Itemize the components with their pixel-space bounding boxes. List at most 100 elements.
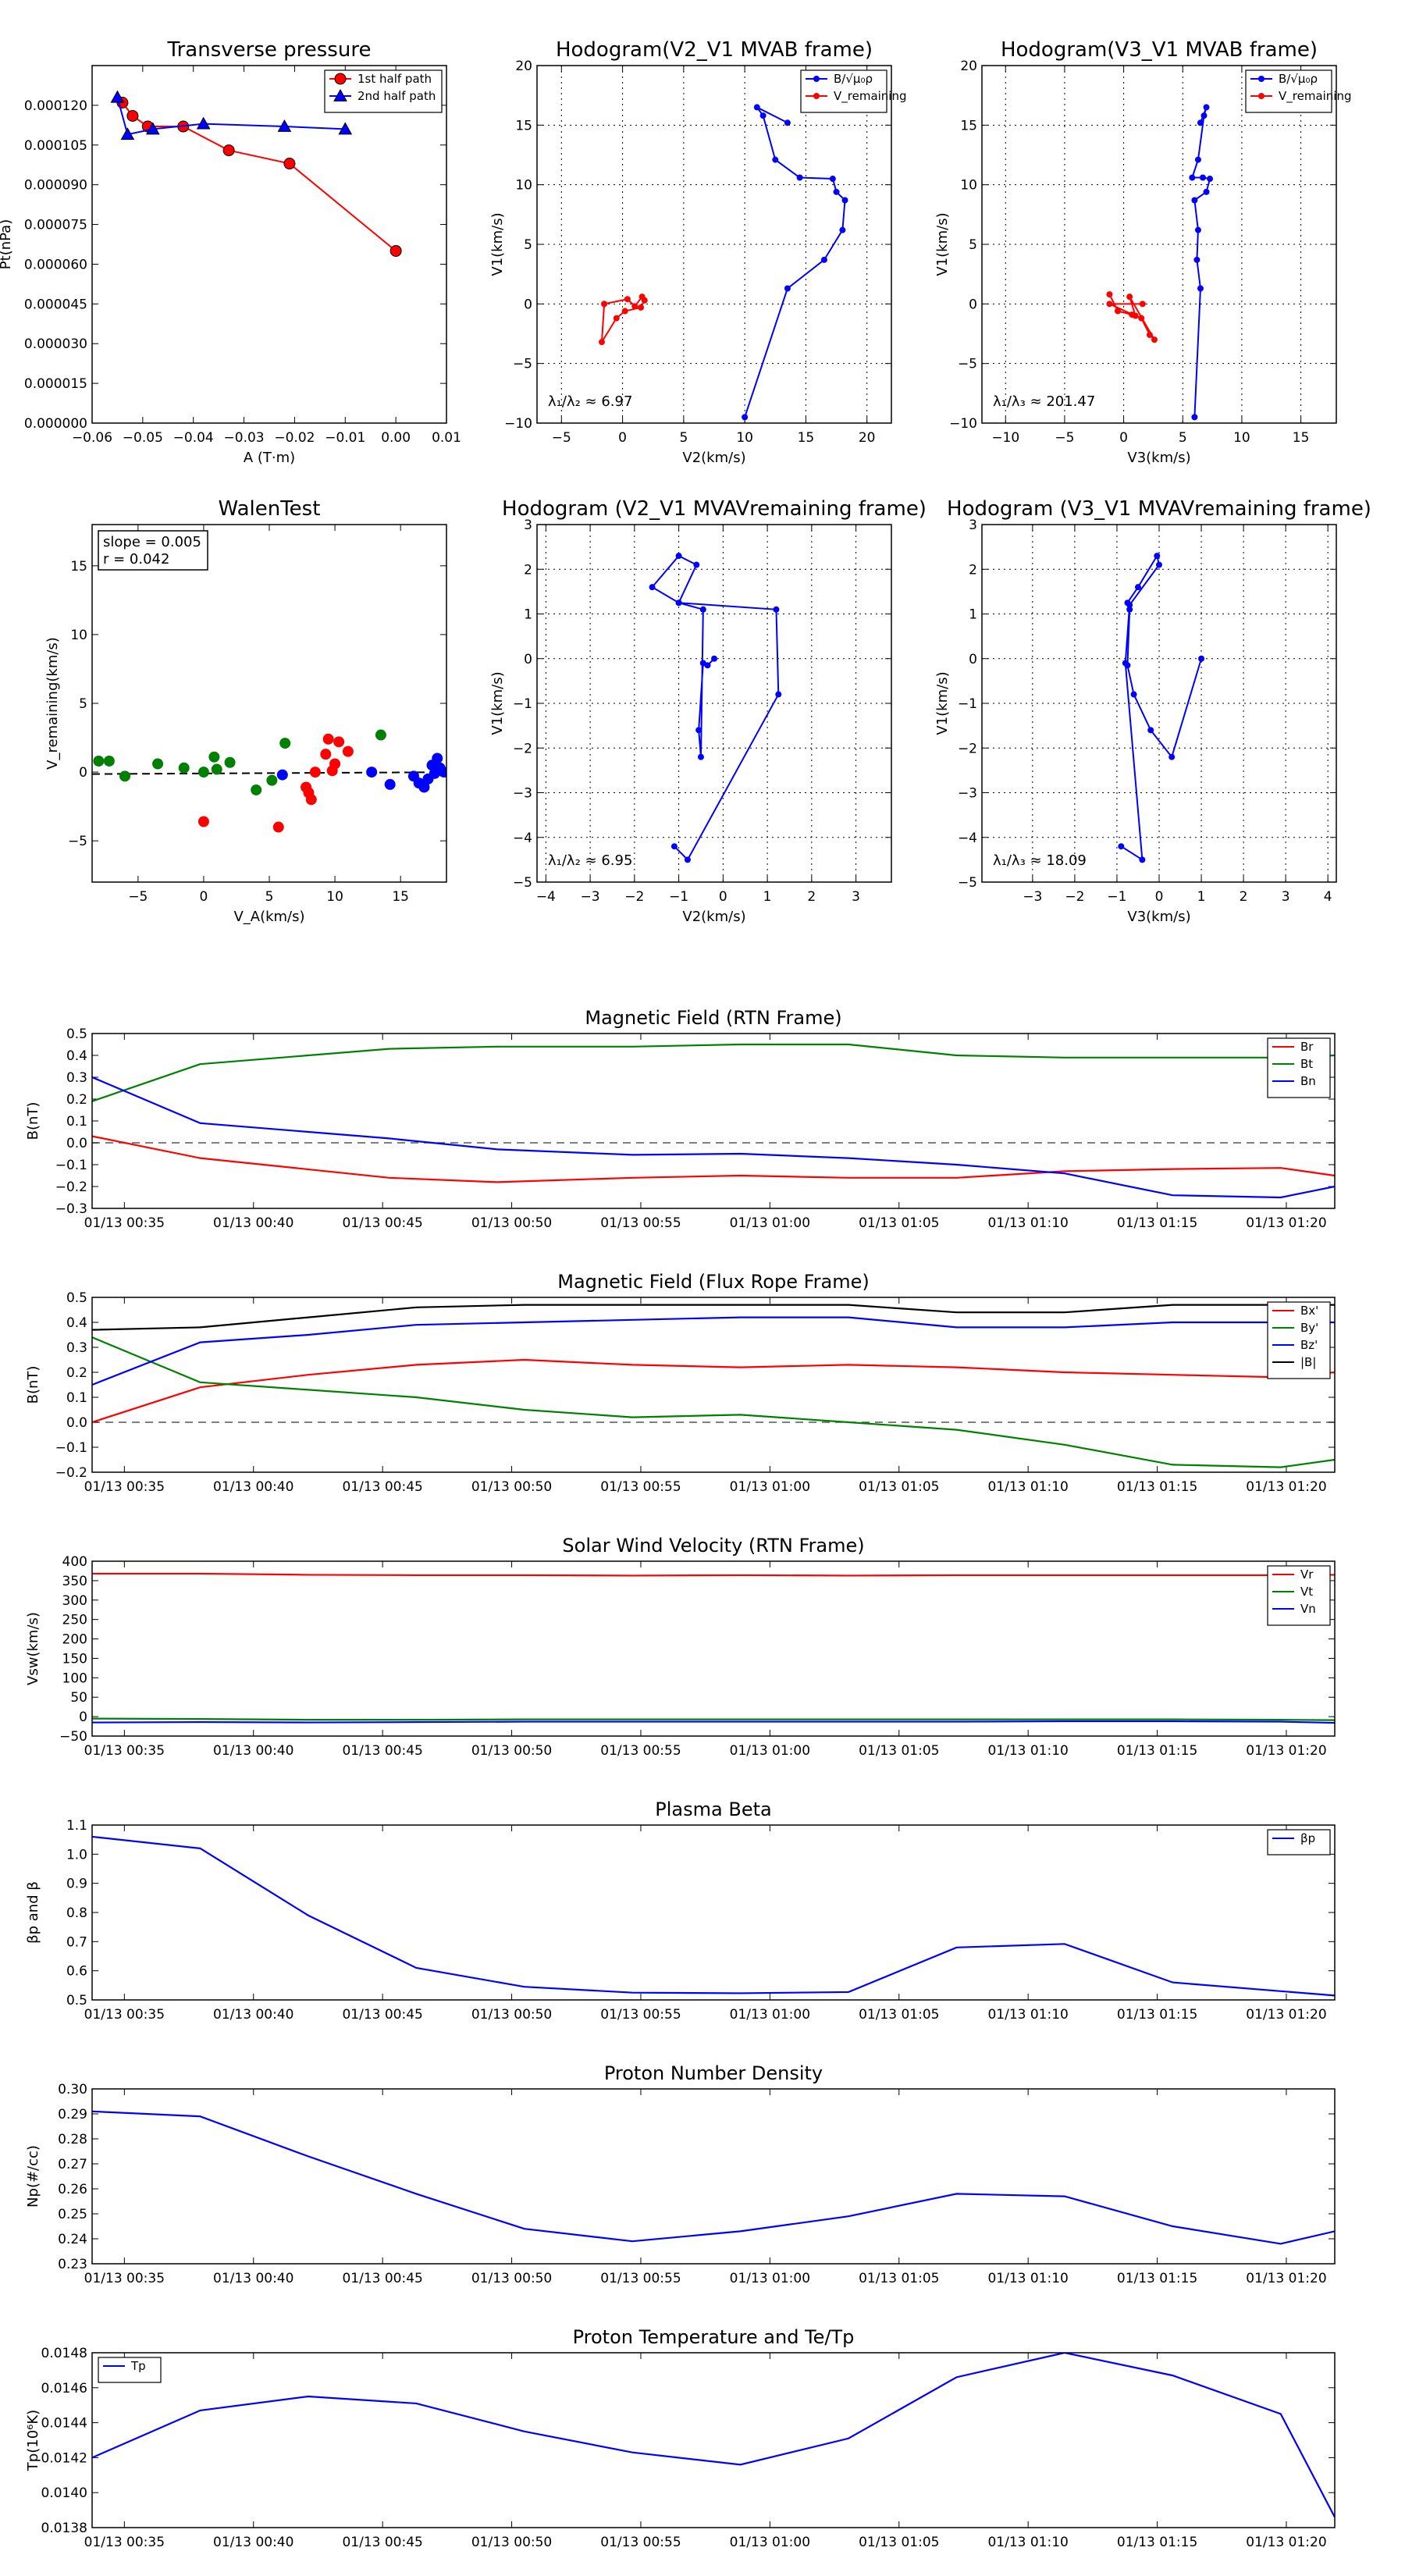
y-tick-label: −1 [958, 696, 977, 712]
plot-frame [91, 1297, 1336, 1473]
x-tick-label: 1 [763, 889, 772, 905]
y-tick-label: 0.000000 [24, 416, 87, 432]
y-tick-label: 400 [62, 1554, 87, 1570]
x-tick-label: 15 [1293, 430, 1310, 446]
y-tick-label: 0.23 [58, 2257, 87, 2272]
data-point [283, 158, 296, 170]
series-line-Tp [92, 2353, 1335, 2518]
x-tick-label: 01/13 00:40 [213, 2271, 293, 2286]
x-axis-label: A (T·m) [244, 450, 295, 466]
y-tick-label: 3 [524, 518, 532, 533]
x-tick-label: 01/13 00:55 [600, 1215, 681, 1231]
y-tick-label: 0.28 [58, 2132, 87, 2147]
data-point [375, 729, 386, 741]
x-tick-label: 2 [807, 889, 816, 905]
x-tick-label: 01/13 00:45 [342, 1215, 422, 1231]
x-tick-label: −5 [552, 430, 571, 446]
data-point [1203, 104, 1210, 111]
x-tick-label: 01/13 00:55 [600, 2007, 681, 2023]
series-line-B/√μ₀ρ [744, 106, 846, 418]
chart-title: Hodogram(V2_V1 MVAB frame) [556, 38, 873, 62]
data-point [366, 767, 378, 778]
plot-frame [91, 2352, 1336, 2528]
data-point [675, 600, 682, 607]
x-tick-label: 01/13 00:35 [84, 2007, 165, 2023]
y-tick-label: 0.0148 [41, 2346, 87, 2361]
x-tick-label: 0.00 [381, 430, 411, 446]
data-point [222, 144, 235, 157]
y-tick-label: −0.3 [55, 1201, 87, 1217]
series-line-By' [92, 1336, 1335, 1468]
plot-area [92, 1572, 1335, 1724]
y-tick-label: 0.0 [66, 1136, 87, 1151]
y-axis-label: Np(#/cc) [25, 2145, 41, 2208]
x-tick-label: −1 [669, 889, 688, 905]
legend-label: 2nd half path [357, 89, 436, 103]
x-tick-label: 01/13 01:00 [730, 2535, 810, 2550]
legend: βp [1267, 1829, 1331, 1856]
x-tick-label: 15 [392, 889, 409, 905]
x-tick-label: 01/13 01:10 [987, 1743, 1068, 1759]
y-tick-label: 0.30 [58, 2082, 87, 2097]
plot-frame [536, 65, 892, 424]
y-axis-label: V_remaining(km/s) [44, 637, 61, 770]
data-point [742, 414, 749, 421]
data-point [329, 758, 341, 770]
plot-frame [536, 524, 892, 883]
legend-box [1245, 69, 1332, 113]
x-tick-label: 01/13 00:50 [471, 2535, 552, 2550]
legend-marker [1258, 93, 1264, 99]
y-tick-label: 0.27 [58, 2157, 87, 2172]
y-tick-label: −5 [958, 875, 977, 891]
x-tick-label: 01/13 01:05 [859, 1479, 939, 1495]
y-tick-label: 1.1 [66, 1818, 87, 1834]
y-axis-label: V1(km/s) [489, 212, 506, 276]
x-tick-label: 01/13 01:00 [730, 2271, 810, 2286]
series-line-Bx' [92, 1358, 1335, 1424]
data-point [613, 315, 620, 322]
chart-title: Solar Wind Velocity (RTN Frame) [562, 1535, 864, 1557]
y-axis-label: Tp(10⁶K) [25, 2410, 41, 2471]
x-tick-label: 01/13 00:55 [600, 2271, 681, 2286]
data-point [120, 127, 135, 141]
legend: 1st half path 2nd half path [324, 69, 443, 113]
y-tick-label: 0 [79, 1710, 87, 1725]
x-tick-label: 01/13 01:05 [859, 2535, 939, 2550]
y-tick-label: 0.3 [66, 1340, 87, 1356]
y-tick-label: 0.2 [66, 1092, 87, 1108]
data-point [1193, 256, 1200, 263]
y-tick-label: 100 [62, 1670, 87, 1686]
x-tick-label: −0.04 [173, 430, 214, 446]
x-tick-label: 01/13 01:15 [1117, 2007, 1197, 2023]
y-tick-label: 0.0146 [41, 2381, 87, 2396]
data-point [1197, 285, 1204, 292]
chart-hodogram-v3-v1-mvav: Hodogram (V3_V1 MVAVremaining frame) −3 −2… [934, 497, 1371, 925]
legend: Vr Vt Vn [1267, 1565, 1331, 1626]
data-point [1139, 301, 1146, 308]
x-tick-label: 0 [719, 889, 727, 905]
plot-area [92, 1835, 1335, 1997]
data-point [1200, 112, 1208, 119]
data-point [1106, 301, 1113, 308]
x-tick-label: 01/13 01:15 [1117, 1479, 1197, 1495]
data-point [638, 304, 645, 311]
x-tick-label: 01/13 01:00 [730, 1479, 810, 1495]
y-tick-label: 1.0 [66, 1847, 87, 1863]
y-tick-label: −0.1 [55, 1440, 87, 1456]
data-point [820, 256, 827, 263]
chart-title: Magnetic Field (RTN Frame) [585, 1007, 841, 1029]
legend-label: B/√μ₀ρ [1279, 72, 1318, 86]
y-tick-label: 20 [515, 59, 532, 74]
y-tick-label: 0 [79, 765, 87, 781]
data-point [1106, 291, 1113, 298]
chart-walen-test: WalenTest −5 0 5 10 15 −5 0 5 10 15 V_A(km/s) V_rema… [44, 497, 447, 925]
data-point [333, 736, 345, 748]
chart-magnetic-field-flux-rope: Magnetic Field (Flux Rope Frame) 01/13 00… [25, 1271, 1336, 1495]
plot-area [92, 2353, 1335, 2518]
x-tick-label: 01/13 01:20 [1246, 2535, 1326, 2550]
series-line-Bz' [92, 1316, 1335, 1386]
data-point [1194, 156, 1201, 163]
x-tick-label: 01/13 00:55 [600, 1743, 681, 1759]
legend-marker [813, 76, 820, 82]
